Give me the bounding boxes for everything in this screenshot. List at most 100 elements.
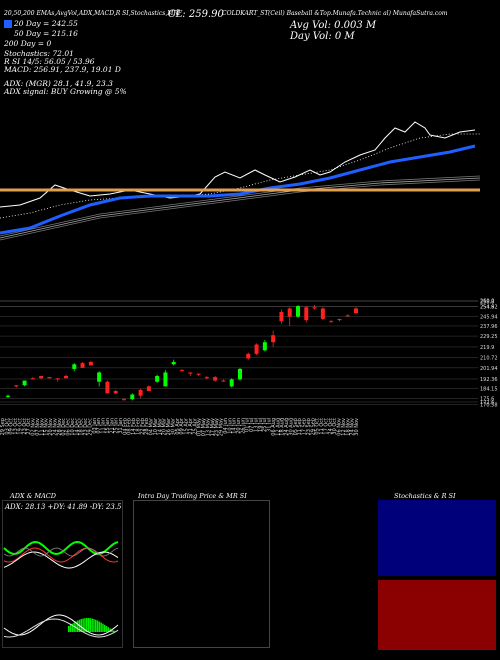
x-tick-label: 02 Nov: [31, 418, 37, 436]
price-tick-label: 254.9: [480, 304, 494, 310]
x-tick-label: 10 Dec: [70, 418, 76, 436]
ema50-label: 50 Day = 215.16: [14, 29, 78, 38]
x-tick-label: 19 Jul: [258, 418, 264, 432]
candle-body: [80, 363, 85, 368]
rsi-label: R SI 14/5: 56.05 / 53.96: [4, 57, 95, 66]
price-tick-label: 237.96: [480, 324, 498, 330]
candle-body: [6, 395, 10, 397]
x-tick-label: 28 Nov: [57, 418, 63, 436]
candle-body: [345, 315, 350, 317]
x-tick-label: 04 Jun: [223, 418, 229, 434]
x-tick-label: 28 Feb: [144, 418, 150, 435]
macd-histogram-bar: [82, 618, 84, 632]
macd-histogram-bar: [87, 618, 90, 632]
long-ema-line: [0, 177, 481, 239]
candle-body: [72, 364, 77, 369]
x-tick-label: 29 May: [219, 418, 225, 436]
macd-histogram-bar: [73, 622, 75, 632]
candle-body: [105, 381, 110, 394]
x-tick-label: 13 Oct: [13, 418, 19, 435]
x-tick-label: 05 Sep: [293, 418, 299, 435]
adx-minus-line: [3, 547, 119, 563]
x-tick-label: 25 Jul: [262, 418, 268, 432]
x-tick-label: 01 May: [197, 418, 203, 436]
x-tick-label: 02 Dec: [61, 418, 67, 436]
candle-body: [30, 378, 35, 380]
x-tick-label: 23 Sep: [306, 418, 312, 435]
macd-histogram-bar: [93, 619, 95, 632]
x-tick-label: 18 Dec: [79, 418, 85, 436]
x-tick-label: 24 Nov: [52, 418, 58, 436]
x-tick-label: 18 Aug: [280, 418, 286, 436]
x-tick-label: 03 Jan: [92, 418, 98, 434]
candle-body: [14, 385, 19, 387]
macd-histogram-bar: [95, 619, 97, 632]
x-tick-label: 30 Nov: [354, 418, 360, 436]
stoch-panel-title: Stochastics & R SI: [394, 492, 456, 500]
x-tick-label: 24 Nov: [350, 418, 356, 436]
adx-aux-line: [3, 547, 119, 557]
x-tick-label: 30 Mar: [170, 417, 176, 435]
macd-histogram-bar: [113, 630, 115, 632]
x-tick-label: 19 Oct: [17, 418, 23, 435]
candle-body: [354, 308, 358, 314]
stochastics-panel: [378, 500, 496, 576]
price-tick-label: 172.6: [480, 400, 494, 406]
macd-histogram-bar: [109, 628, 111, 632]
candle-body: [130, 394, 135, 400]
x-tick-label: 21 Jan: [109, 418, 115, 434]
x-tick-label: 24 Aug: [284, 418, 290, 436]
x-tick-label: 06 Nov: [337, 418, 343, 436]
x-tick-label: 09 Oct: [9, 418, 15, 435]
price-tick-label: 254.62: [480, 305, 498, 311]
avg-volume: Avg Vol: 0.003 M: [290, 20, 377, 31]
macd-histogram-bar: [91, 618, 93, 632]
x-tick-label: 07 Jul: [249, 418, 255, 432]
candle-body: [171, 361, 176, 365]
long-ema-line: [0, 175, 481, 237]
site-label: (Ceil) Baseball &Top.Munafa.Technic al) …: [268, 10, 448, 17]
x-tick-label: 29 Sep: [310, 418, 316, 435]
price-tick-label: 170.58: [480, 402, 498, 408]
x-tick-label: 27 Oct: [26, 418, 32, 435]
price-tick-label: 201.94: [480, 366, 498, 372]
macd-histogram-bar: [80, 619, 83, 632]
x-tick-label: 10 Jun: [227, 418, 233, 434]
price-tick-label: 192.36: [480, 377, 498, 383]
macd-signal-line: [3, 618, 119, 638]
macd-histogram-bar: [84, 618, 86, 632]
x-tick-label: 20 Nov: [48, 418, 54, 436]
candle-body: [47, 377, 52, 379]
candle-body: [304, 307, 309, 321]
x-tick-label: 26 Jun: [240, 418, 246, 434]
candle-body: [337, 318, 342, 321]
x-tick-label: 23 Oct: [22, 418, 28, 435]
long-ema-line: [0, 179, 481, 241]
adx-label: ADX: (MGR) 28.1, 41.9, 23.3: [4, 79, 113, 88]
x-tick-label: 09 Apr: [179, 417, 185, 435]
candle-body: [287, 308, 292, 317]
x-tick-label: 06 Dec: [66, 418, 72, 436]
x-tick-label: 14 Dec: [74, 418, 80, 436]
macd-histogram-bar: [107, 627, 110, 632]
macd-histogram-bar: [102, 623, 104, 632]
candle-body: [113, 391, 118, 394]
x-tick-label: 22 Feb: [140, 418, 146, 435]
macd-line: [3, 614, 119, 636]
x-tick-label: 20 Mar: [162, 417, 168, 435]
adx-signal-label: ADX signal: BUY Growing @ 5%: [4, 87, 127, 96]
candle-body: [146, 386, 151, 392]
x-tick-label: 04 Feb: [122, 418, 128, 435]
candle-body: [138, 389, 143, 396]
ema-legend-swatch: [4, 20, 12, 28]
x-tick-label: 25 Apr: [192, 417, 198, 435]
price-tick-label: 245.94: [480, 315, 498, 321]
x-tick-label: 23 May: [214, 418, 220, 436]
adx-panel-title: ADX & MACD: [10, 492, 56, 500]
x-tick-label: 30 Oct: [332, 418, 338, 435]
x-tick-label: 17 Oct: [323, 418, 329, 435]
macd-histogram-bar: [68, 626, 70, 632]
price-tick-label: 184.15: [480, 387, 498, 393]
x-tick-label: 11 Sep: [297, 418, 303, 435]
candle-body: [229, 379, 234, 387]
